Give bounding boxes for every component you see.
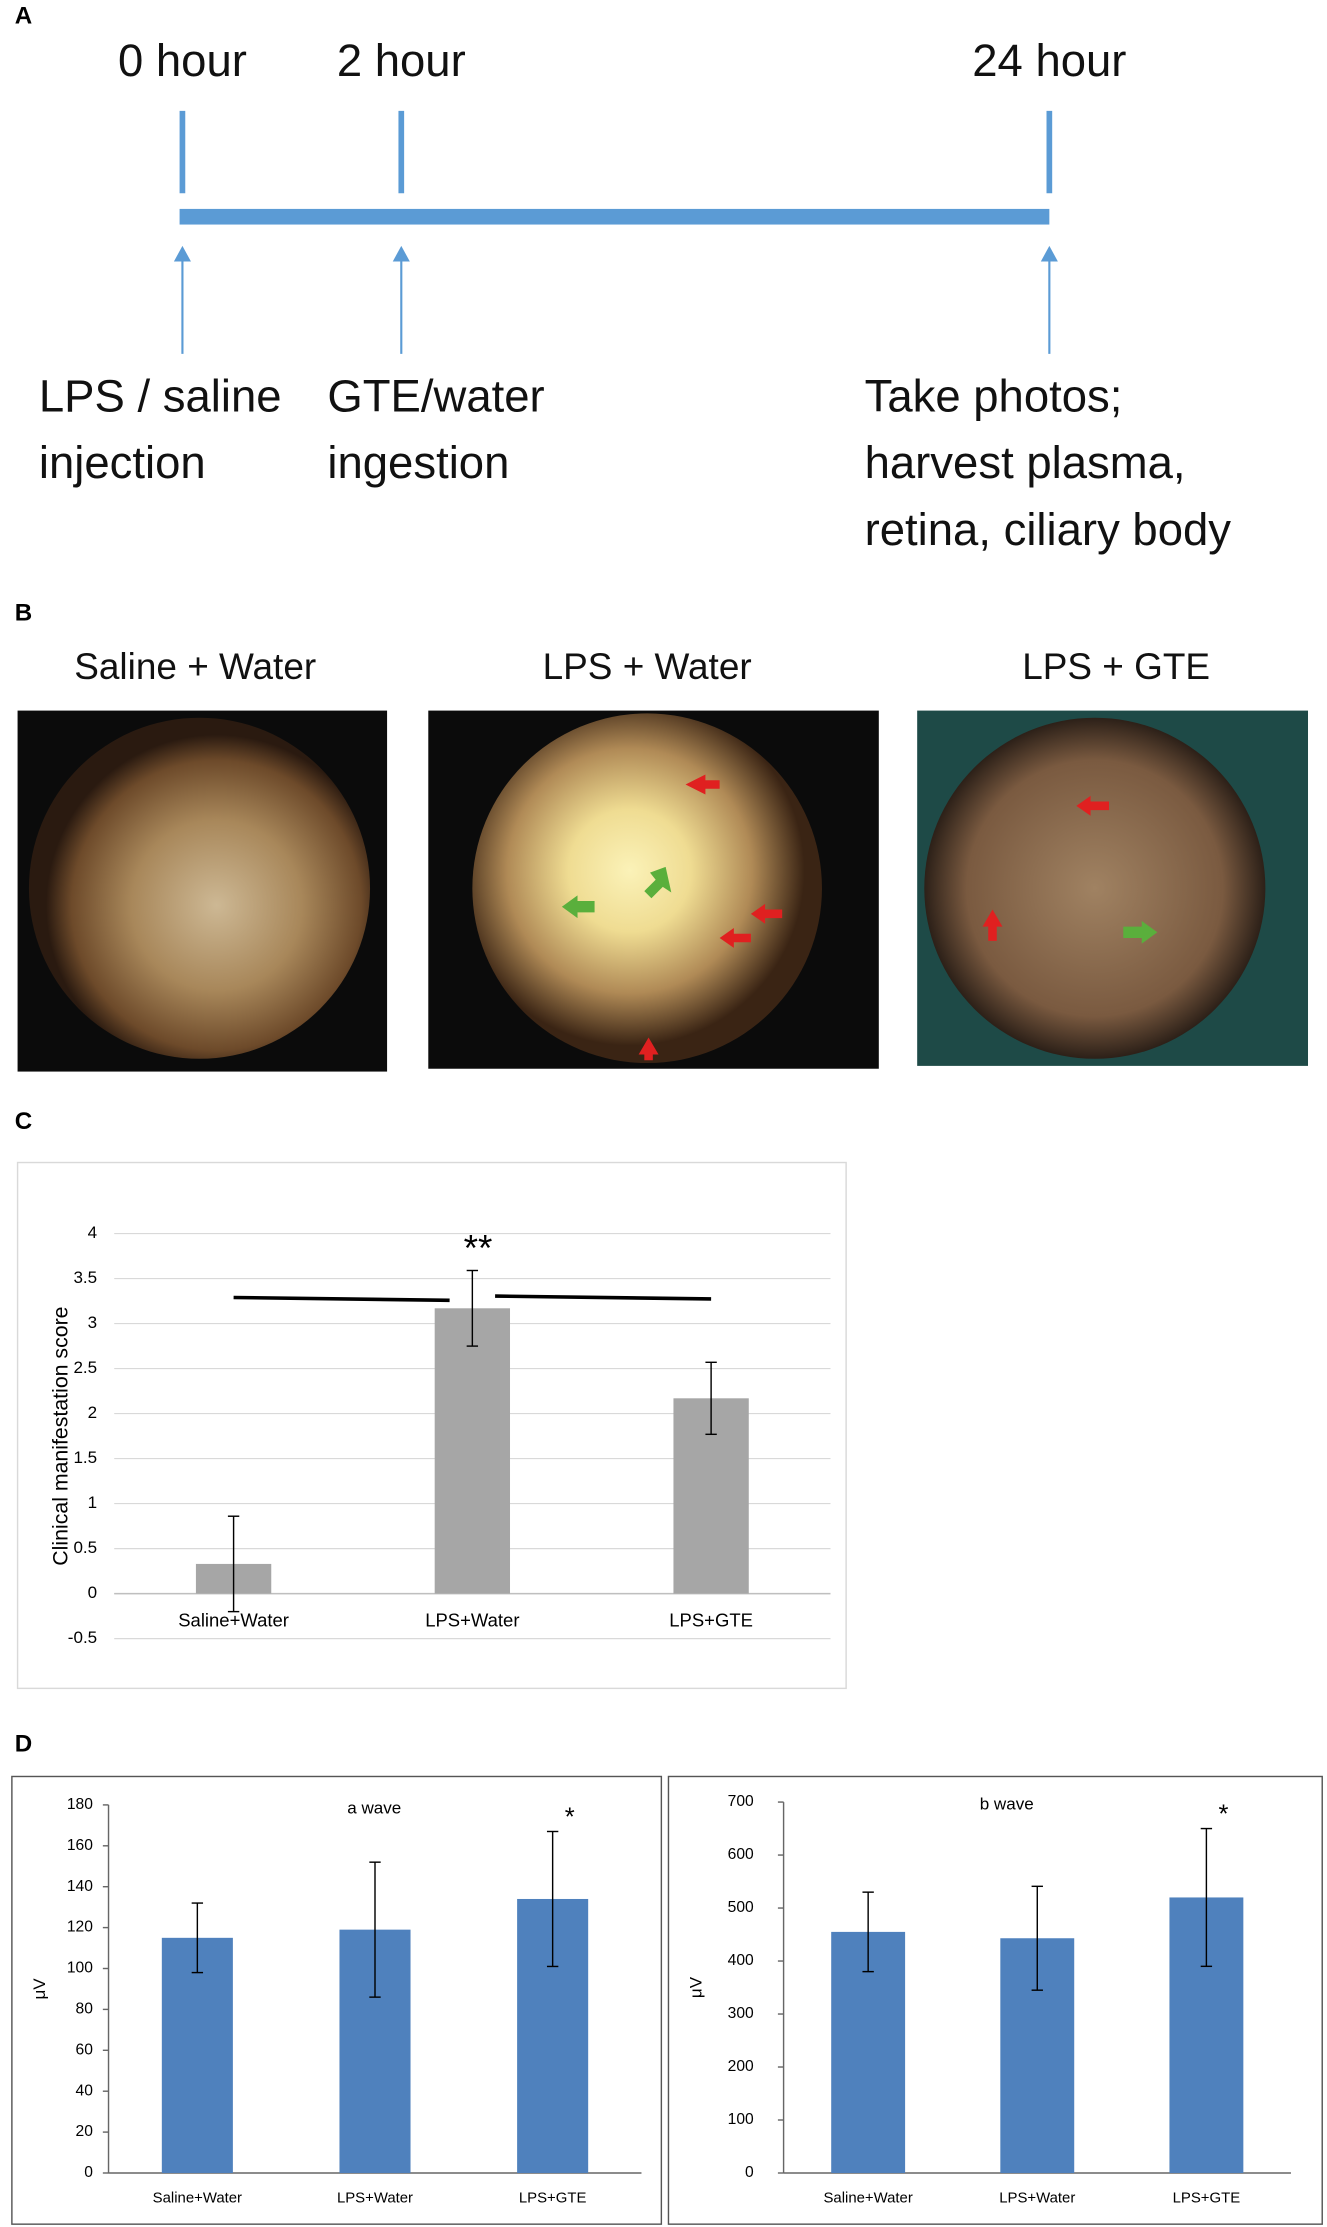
timeline: A 0 hour 2 hour 24 hour LPS / saline injecti…: [15, 2, 1232, 555]
panel-d: D 0 20 40 60 80 100 120 140 160 180 a wave μV Saline…: [11, 1731, 1323, 2225]
event-label: injection: [39, 437, 206, 488]
y-tick-label: 160: [67, 1837, 93, 1854]
photo-title: LPS + GTE: [1022, 646, 1210, 687]
panel-label: D: [15, 1731, 32, 1758]
y-tick-label: 180: [67, 1796, 93, 1813]
x-tick-label: LPS+GTE: [1173, 2190, 1241, 2207]
time-label: 2 hour: [337, 35, 466, 86]
event-label: retina, ciliary body: [865, 504, 1232, 555]
y-axis-label: Clinical manifestation score: [48, 1306, 72, 1565]
x-tick-label: Saline+Water: [153, 2190, 242, 2207]
y-tick-label: 0: [88, 1583, 97, 1602]
eye: [28, 717, 371, 1059]
panel-label: C: [15, 1108, 32, 1135]
panel-label: A: [15, 2, 32, 29]
y-tick-label: 1.5: [73, 1448, 97, 1467]
event-label: harvest plasma,: [865, 437, 1186, 488]
event-label: ingestion: [327, 437, 509, 488]
significance-line: [233, 1295, 450, 1303]
y-tick-label: 400: [728, 1952, 754, 1969]
x-tick-label: LPS+GTE: [519, 2190, 587, 2207]
y-tick-label: 300: [728, 2005, 754, 2022]
panel-label: B: [15, 599, 32, 626]
x-tick-label: LPS+GTE: [669, 1609, 753, 1630]
chart-title: a wave: [347, 1799, 401, 1818]
x-tick-label: Saline+Water: [178, 1609, 289, 1630]
y-tick-label: 3: [88, 1313, 97, 1332]
y-tick-label: 200: [728, 2058, 754, 2075]
x-tick-label: LPS+Water: [425, 1609, 519, 1630]
x-tick-label: Saline+Water: [823, 2190, 912, 2207]
y-axis-label: μV: [686, 1976, 705, 1998]
photos: B Saline + Water LPS + Water LPS + GTE: [15, 599, 1309, 1072]
y-tick-label: -0.5: [68, 1628, 97, 1647]
x-tick-label: LPS+Water: [999, 2190, 1075, 2207]
event-label: Take photos;: [865, 370, 1123, 421]
arrows-green: [561, 866, 1158, 944]
significance-line: [495, 1294, 712, 1301]
arrow-head: [1040, 245, 1058, 262]
y-axis-label: μV: [30, 1978, 49, 2000]
chart-title: b wave: [980, 1794, 1034, 1813]
y-tick-label: 0: [84, 2164, 93, 2181]
y-tick-label: 20: [76, 2123, 94, 2140]
bar: [434, 1308, 511, 1594]
y-tick-label: 2: [88, 1403, 97, 1422]
y-tick-label: 3.5: [73, 1268, 97, 1287]
y-tick-label: 100: [67, 1960, 93, 1977]
y-tick-label: 60: [76, 2041, 94, 2058]
y-tick-label: 80: [76, 2001, 94, 2018]
event-label: GTE/water: [327, 370, 544, 421]
y-tick-label: 4: [88, 1223, 97, 1242]
panel-c: C -0.5 0 0.5 1 1.5 2 2.5 3 3.5 4 Clinical manifest…: [15, 1108, 847, 1690]
y-tick-label: 600: [728, 1846, 754, 1863]
significance-mark: *: [1218, 1801, 1228, 1829]
eye: [924, 717, 1266, 1059]
y-tick-label: 1: [88, 1493, 97, 1512]
y-tick-label: 700: [728, 1793, 754, 1810]
y-tick-label: 100: [728, 2111, 754, 2128]
arrows-red: [638, 774, 1110, 1061]
arrow-head: [173, 245, 191, 262]
photo-title: Saline + Water: [74, 646, 316, 687]
event-label: LPS / saline: [39, 370, 282, 421]
photo-title: LPS + Water: [543, 646, 752, 687]
arrow-head: [392, 245, 410, 262]
y-tick-label: 120: [67, 1919, 93, 1936]
y-tick-label: 40: [76, 2082, 94, 2099]
y-tick-label: 0.5: [73, 1538, 97, 1557]
y-tick-label: 2.5: [73, 1358, 97, 1377]
y-tick-label: 0: [745, 2164, 754, 2181]
significance-mark: *: [565, 1803, 575, 1831]
significance-mark: **: [464, 1227, 493, 1268]
bar: [161, 1937, 233, 2173]
y-tick-label: 500: [728, 1899, 754, 1916]
y-tick-label: 140: [67, 1878, 93, 1895]
time-label: 24 hour: [972, 35, 1126, 86]
time-label: 0 hour: [118, 35, 247, 86]
timeline-bar: [179, 208, 1050, 225]
x-tick-label: LPS+Water: [337, 2190, 413, 2207]
